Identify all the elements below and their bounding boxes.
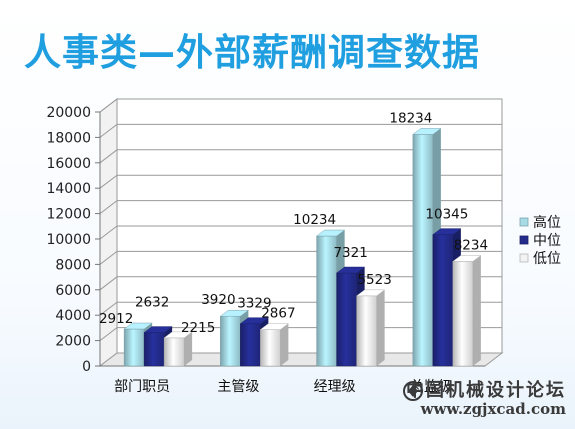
legend-swatch [519, 235, 529, 245]
bar-top [219, 309, 250, 317]
bar-side [280, 323, 289, 366]
y-tick-label: 0 [82, 359, 91, 375]
gridline [99, 174, 502, 189]
bar-top [239, 317, 270, 324]
gridline [99, 250, 502, 265]
bar [163, 337, 185, 367]
bar-side [376, 289, 385, 366]
data-label: 10234 [293, 212, 336, 228]
legend-label: 高位 [533, 214, 561, 231]
bar [143, 332, 165, 367]
gridline [99, 123, 502, 138]
y-tick-label: 4000 [55, 308, 91, 324]
bar-top [432, 228, 462, 235]
legend-swatch [519, 217, 529, 227]
x-category-label: 主管级 [217, 379, 259, 395]
data-label: 7321 [333, 245, 367, 261]
data-label: 3329 [237, 296, 271, 312]
bar [356, 295, 377, 367]
gridline [99, 98, 502, 113]
data-label: 2215 [181, 320, 215, 336]
bar-top [143, 326, 173, 333]
y-tick-label: 12000 [46, 207, 91, 223]
bar-top [335, 266, 366, 274]
y-tick-label: 6000 [55, 283, 91, 299]
data-label: 18234 [389, 110, 432, 126]
bar-top [315, 229, 346, 237]
bar-top [412, 128, 442, 135]
y-tick-label: 2000 [55, 334, 91, 350]
bar-top [163, 331, 193, 339]
bar [336, 272, 357, 367]
data-label: 8234 [454, 237, 488, 253]
y-tick-label: 14000 [46, 181, 91, 197]
data-label: 10345 [425, 207, 468, 223]
watermark: 中国机械设计论坛 www.zgjxcad.com [395, 376, 570, 424]
x-category-label: 部门职员 [114, 379, 170, 395]
bar [240, 323, 261, 367]
data-label: 5523 [357, 272, 391, 288]
data-label: 2632 [135, 295, 169, 311]
bar-top [123, 322, 153, 330]
x-category-label: 总监级 [410, 379, 452, 395]
data-label: 2867 [261, 306, 295, 322]
bar-side [472, 255, 481, 366]
y-tick-label: 10000 [46, 232, 91, 248]
data-label: 2912 [99, 311, 133, 327]
y-tick-label: 18000 [46, 130, 91, 146]
gridline [99, 276, 502, 291]
forum-logo-icon [403, 381, 423, 401]
y-tick-label: 8000 [55, 257, 91, 273]
bar [123, 328, 145, 367]
legend-label: 中位 [533, 233, 561, 249]
bar-top [452, 255, 482, 262]
x-category-label: 经理级 [314, 379, 356, 395]
bar [412, 134, 434, 367]
bar [220, 315, 241, 367]
gridline [99, 225, 502, 240]
bar [452, 261, 474, 367]
data-label: 3920 [201, 292, 235, 308]
y-tick-label: 16000 [46, 156, 91, 172]
gridline [99, 200, 502, 214]
gridline [99, 149, 502, 164]
slide-title: 人事类—外部薪酬调查数据 [24, 31, 480, 74]
y-tick-label: 20000 [46, 105, 91, 121]
legend-swatch [519, 253, 529, 263]
bar [260, 329, 281, 367]
legend-label: 低位 [533, 251, 561, 267]
bar-top [259, 323, 290, 330]
bar-side [184, 331, 193, 366]
watermark-site-name: 中国机械设计论坛 [406, 380, 566, 401]
bar-top [355, 289, 386, 297]
bar [432, 234, 454, 367]
watermark-url: www.zgjxcad.com [420, 400, 566, 418]
